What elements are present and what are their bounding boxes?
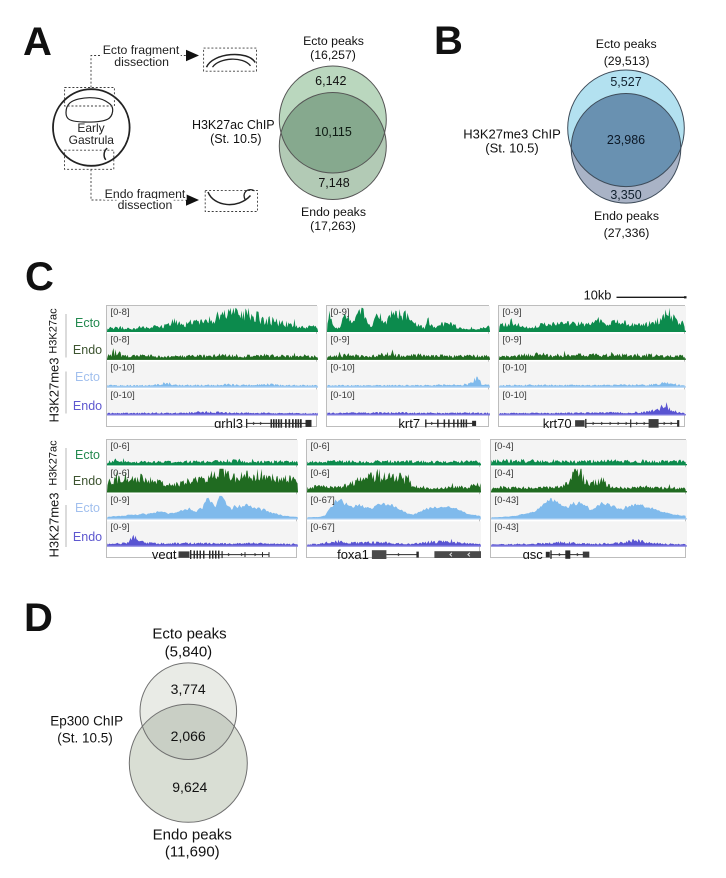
svg-text:foxa1: foxa1 [337, 547, 369, 559]
svg-text:[0-67]: [0-67] [311, 522, 335, 533]
svg-text:[0-8]: [0-8] [111, 335, 130, 346]
svg-text:[0-10]: [0-10] [111, 362, 135, 373]
svg-text:[0-9]: [0-9] [503, 335, 522, 346]
svg-text:[0-10]: [0-10] [503, 362, 527, 373]
svg-text:[0-43]: [0-43] [494, 495, 518, 506]
svg-text:[0-6]: [0-6] [111, 441, 130, 452]
svg-text:[0-10]: [0-10] [331, 390, 355, 401]
svg-text:[0-4]: [0-4] [494, 468, 513, 479]
svg-text:[0-6]: [0-6] [311, 441, 330, 452]
svg-text:vegt: vegt [152, 547, 177, 559]
svg-text:[0-9]: [0-9] [503, 307, 522, 318]
svg-text:krt7: krt7 [399, 416, 421, 428]
svg-text:[0-4]: [0-4] [494, 441, 513, 452]
svg-text:krt70: krt70 [543, 416, 572, 428]
svg-text:[0-9]: [0-9] [111, 522, 130, 533]
svg-text:[0-10]: [0-10] [331, 362, 355, 373]
svg-text:gsc: gsc [522, 547, 543, 559]
svg-text:[0-43]: [0-43] [494, 522, 518, 533]
svg-text:[0-9]: [0-9] [331, 335, 350, 346]
svg-text:[0-9]: [0-9] [111, 495, 130, 506]
svg-text:[0-10]: [0-10] [111, 390, 135, 401]
svg-text:[0-10]: [0-10] [503, 390, 527, 401]
svg-text:[0-67]: [0-67] [311, 495, 335, 506]
svg-text:[0-9]: [0-9] [331, 307, 350, 318]
svg-text:grhl3: grhl3 [214, 416, 243, 428]
svg-text:[0-6]: [0-6] [311, 468, 330, 479]
svg-text:[0-6]: [0-6] [111, 468, 130, 479]
svg-text:[0-8]: [0-8] [111, 307, 130, 318]
